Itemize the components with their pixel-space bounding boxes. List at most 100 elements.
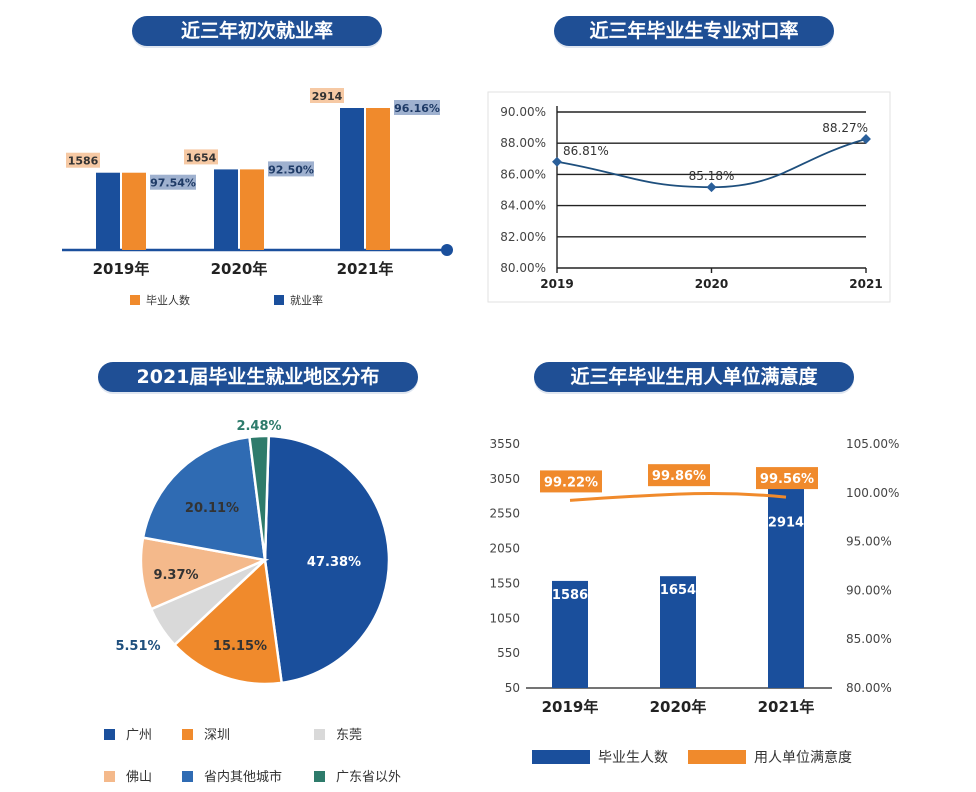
- data-point: [552, 156, 562, 167]
- count-label-bg: [184, 149, 218, 165]
- right-y-tick-label: 95.00%: [846, 535, 892, 549]
- chart-frame: [487, 91, 891, 303]
- rate-data-label: 97.54%: [150, 177, 196, 190]
- bar-graduates: [240, 169, 264, 250]
- count-label-bg: [310, 88, 344, 103]
- legend-label: 佛山: [126, 770, 152, 785]
- rate-label-bg: [150, 174, 196, 190]
- data-label: 85.18%: [689, 169, 735, 183]
- legend-swatch: [182, 729, 193, 740]
- data-point: [706, 182, 717, 193]
- count-label-bg: [66, 152, 100, 168]
- right-y-tick-label: 80.00%: [846, 681, 892, 695]
- satisfaction-data-label: 99.56%: [760, 472, 814, 487]
- satisfaction-data-label: 99.22%: [544, 475, 598, 490]
- x-tick-label: 2021: [849, 277, 882, 291]
- legend-swatch-graduate-count: [532, 750, 590, 764]
- pie-slice: [248, 434, 271, 561]
- legend-label-satisfaction: 用人单位满意度: [754, 749, 852, 766]
- data-point: [861, 134, 871, 144]
- bar-graduate-count: [660, 576, 696, 688]
- satisfaction-label-bg: [756, 467, 818, 490]
- legend-label-graduates: 毕业人数: [146, 294, 190, 307]
- bar-employment-rate: [214, 169, 238, 250]
- legend-label-graduate-count: 毕业生人数: [598, 750, 668, 766]
- satisfaction-line: [569, 491, 787, 502]
- data-label: 86.81%: [563, 144, 609, 158]
- y-tick-label: 84.00%: [500, 199, 546, 213]
- legend-swatch-employment-rate: [274, 295, 284, 305]
- bar-employment-rate: [340, 108, 364, 250]
- bar-graduate-count: [768, 488, 804, 688]
- legend-label: 广州: [126, 728, 152, 743]
- right-y-tick-label: 90.00%: [846, 583, 892, 597]
- panel-title: 近三年毕业生用人单位满意度: [534, 362, 854, 392]
- panel-title: 近三年毕业生专业对口率: [554, 16, 834, 46]
- satisfaction-data-label: 99.86%: [652, 469, 706, 484]
- legend-swatch: [104, 729, 115, 740]
- y-tick-label: 88.00%: [500, 136, 546, 150]
- pie-slice: [141, 435, 267, 562]
- count-data-label: 2914: [312, 90, 343, 103]
- left-y-tick-label: 2050: [489, 542, 520, 556]
- slice-data-label: 15.15%: [213, 639, 267, 654]
- right-y-tick-label: 85.00%: [846, 632, 892, 646]
- legend-swatch: [182, 771, 193, 782]
- bar-data-label: 2914: [768, 515, 804, 530]
- slice-data-label: 20.11%: [185, 501, 239, 516]
- y-tick-label: 82.00%: [500, 230, 546, 244]
- right-y-tick-label: 100.00%: [846, 486, 899, 500]
- rate-data-label: 92.50%: [268, 163, 314, 176]
- count-data-label: 1654: [186, 151, 217, 164]
- legend-swatch: [104, 771, 115, 782]
- category-tick-label: 2021年: [758, 698, 815, 716]
- legend-swatch: [314, 729, 325, 740]
- bar-graduates: [366, 108, 390, 250]
- legend-swatch-graduates: [130, 295, 140, 305]
- x-tick-label: 2019: [540, 277, 573, 291]
- satisfaction-label-bg: [540, 470, 602, 493]
- y-tick-label: 86.00%: [500, 167, 546, 181]
- left-y-tick-label: 3050: [489, 472, 520, 486]
- left-y-tick-label: 50: [505, 681, 520, 695]
- left-y-tick-label: 1550: [489, 576, 520, 590]
- left-y-tick-label: 550: [497, 646, 520, 660]
- category-tick-label: 2020年: [650, 698, 707, 716]
- data-label: 88.27%: [822, 121, 868, 135]
- category-tick-label: 2021年: [337, 260, 394, 278]
- left-y-tick-label: 1050: [489, 611, 520, 625]
- baseline-end-dot: [441, 244, 453, 256]
- right-y-tick-label: 105.00%: [846, 437, 899, 451]
- category-tick-label: 2020年: [211, 260, 268, 278]
- pie-slice: [263, 434, 391, 685]
- legend-label: 省内其他城市: [204, 769, 282, 785]
- slice-data-label: 2.48%: [236, 419, 281, 434]
- slice-data-label: 47.38%: [307, 555, 361, 570]
- bar-employment-rate: [96, 172, 120, 250]
- pie-slice: [172, 557, 284, 686]
- rate-label-bg: [394, 100, 440, 115]
- legend-label: 广东省以外: [336, 770, 401, 785]
- slice-data-label: 9.37%: [153, 568, 198, 583]
- legend-label: 深圳: [204, 728, 230, 743]
- rate-data-label: 96.16%: [394, 102, 440, 115]
- x-tick-label: 2020: [695, 277, 728, 291]
- legend-swatch: [314, 771, 325, 782]
- panel-title: 近三年初次就业率: [132, 16, 382, 46]
- left-y-tick-label: 3550: [489, 437, 520, 451]
- category-tick-label: 2019年: [93, 260, 150, 278]
- y-tick-label: 80.00%: [500, 261, 546, 275]
- slice-data-label: 5.51%: [115, 639, 160, 654]
- bar-graduates: [122, 172, 146, 250]
- panel-title: 2021届毕业生就业地区分布: [98, 362, 418, 392]
- satisfaction-label-bg: [648, 464, 710, 487]
- legend-label: 东莞: [336, 728, 362, 743]
- category-tick-label: 2019年: [542, 698, 599, 716]
- y-tick-label: 90.00%: [500, 105, 546, 119]
- left-y-tick-label: 2550: [489, 507, 520, 521]
- legend-label-employment-rate: 就业率: [290, 293, 323, 307]
- bar-data-label: 1654: [660, 583, 696, 598]
- bar-graduate-count: [552, 580, 588, 688]
- legend-swatch-satisfaction: [688, 750, 746, 764]
